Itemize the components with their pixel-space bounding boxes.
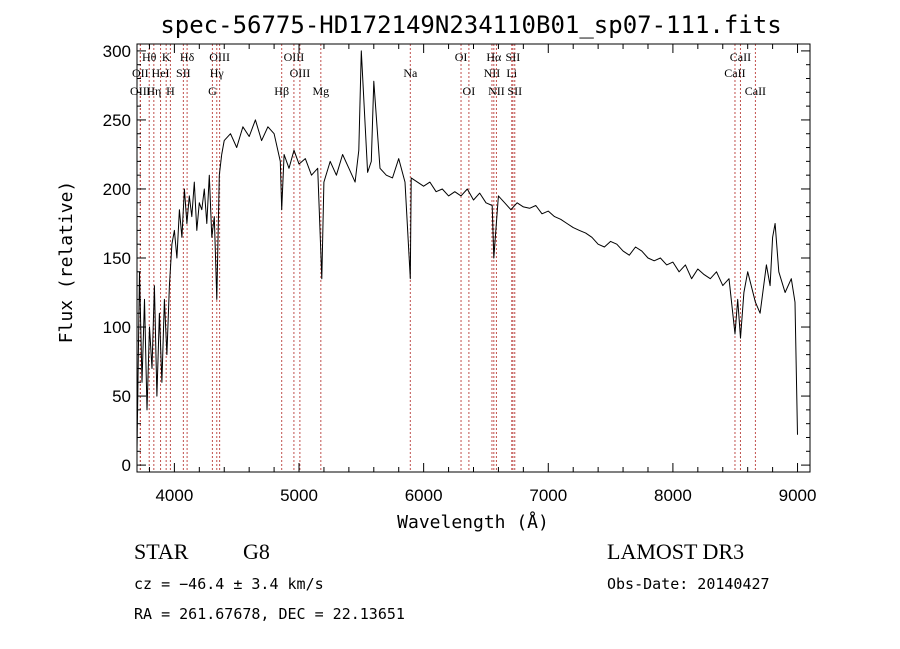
flux-series xyxy=(136,50,798,452)
obs-date-text: Obs-Date: 20140427 xyxy=(607,575,770,593)
spectral-line-markers xyxy=(139,44,756,472)
x-tick-label: 4000 xyxy=(155,486,193,505)
line-label: Hα xyxy=(486,50,502,64)
flux-line xyxy=(136,50,798,452)
line-label: G xyxy=(208,84,217,98)
axis-ticks: 4000 5000 6000 7000 8000 9000 0 50 100 150 200 250 3… xyxy=(103,42,817,505)
line-label: OI xyxy=(455,50,468,64)
line-label: SII xyxy=(176,66,191,80)
line-label: Hβ xyxy=(274,84,289,98)
plot-frame xyxy=(136,43,811,473)
line-label: NII xyxy=(488,84,505,98)
y-tick-label: 300 xyxy=(103,42,131,61)
line-label: K xyxy=(162,50,171,64)
line-label: Li xyxy=(506,66,517,80)
x-tick-label: 6000 xyxy=(405,486,443,505)
line-label: Hθ xyxy=(142,50,157,64)
line-label: CaII xyxy=(730,50,751,64)
x-tick-label: 7000 xyxy=(529,486,567,505)
classification-text: STAR xyxy=(134,539,189,564)
coordinates-text: RA = 261.67678, DEC = 22.13651 xyxy=(134,605,405,623)
line-label: SII xyxy=(506,50,521,64)
line-label: Hγ xyxy=(210,66,225,80)
y-tick-label: 150 xyxy=(103,249,131,268)
line-label: OIII xyxy=(209,50,230,64)
line-label: SII xyxy=(507,84,522,98)
line-label: OIII xyxy=(130,84,151,98)
subclass-text: G8 xyxy=(243,539,270,564)
line-label: CaII xyxy=(724,66,745,80)
y-tick-label: 200 xyxy=(103,180,131,199)
y-tick-label: 0 xyxy=(122,456,131,475)
y-axis-label: Flux (relative) xyxy=(56,181,77,344)
line-label: H xyxy=(166,84,175,98)
y-tick-label: 50 xyxy=(112,387,131,406)
x-tick-label: 8000 xyxy=(654,486,692,505)
x-tick-label: 9000 xyxy=(779,486,817,505)
y-tick-label: 100 xyxy=(103,318,131,337)
line-label: OIII xyxy=(284,50,305,64)
line-label: OII xyxy=(132,66,149,80)
line-label: HeI xyxy=(152,66,170,80)
x-axis-label: Wavelength (Å) xyxy=(397,511,549,533)
y-tick-label: 250 xyxy=(103,111,131,130)
chart-title: spec-56775-HD172149N234110B01_sp07-111.f… xyxy=(160,11,781,39)
line-label: Hη xyxy=(146,84,161,98)
line-label: OI xyxy=(463,84,476,98)
line-label: CaII xyxy=(745,84,766,98)
line-label: Hδ xyxy=(180,50,195,64)
line-label: OIII xyxy=(290,66,311,80)
redshift-text: cz = −46.4 ± 3.4 km/s xyxy=(134,575,324,593)
line-label: NII xyxy=(484,66,501,80)
x-tick-label: 5000 xyxy=(280,486,318,505)
line-label: Mg xyxy=(312,84,329,98)
line-label: Na xyxy=(403,66,418,80)
survey-text: LAMOST DR3 xyxy=(607,539,744,564)
